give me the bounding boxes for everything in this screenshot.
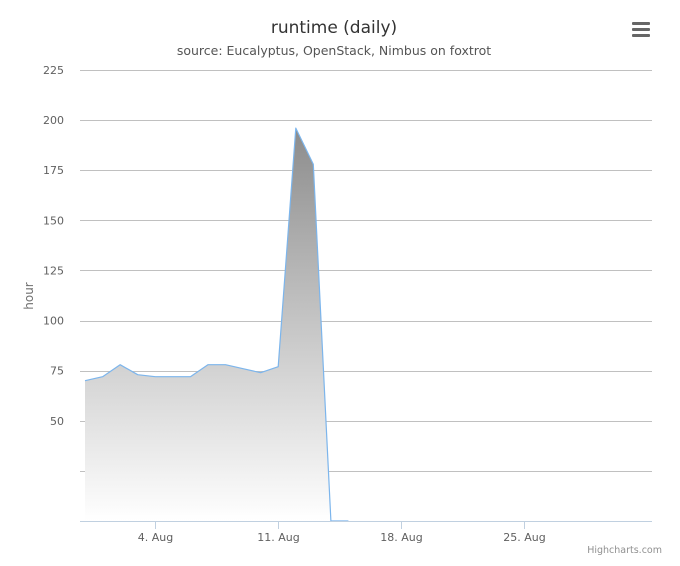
chart-subtitle: source: Eucalyptus, OpenStack, Nimbus on… (177, 43, 491, 58)
area-line-series-0 (84, 127, 349, 522)
y-tick-label: 50 (50, 415, 64, 428)
hamburger-menu-icon[interactable] (626, 14, 656, 42)
data-point[interactable] (81, 377, 89, 385)
area-layer (81, 124, 349, 522)
data-point[interactable] (239, 365, 247, 373)
data-point[interactable] (169, 373, 177, 381)
axis-layer: 50 75 100 125 150 175 200 225 4. Aug 11. Aug 18. A… (43, 64, 652, 544)
y-tick-label: 75 (50, 365, 64, 378)
data-point[interactable] (257, 369, 265, 377)
y-tick-label: 125 (43, 264, 64, 277)
credits-link[interactable]: Highcharts.com (587, 545, 662, 556)
data-point[interactable] (116, 361, 124, 369)
y-tick-label: 225 (43, 64, 64, 77)
y-tick-label: 175 (43, 164, 64, 177)
chart-title: runtime (daily) (271, 18, 397, 38)
data-point[interactable] (186, 373, 194, 381)
x-tick-label: 4. Aug (138, 531, 173, 544)
x-tick-label: 18. Aug (380, 531, 422, 544)
data-point[interactable] (292, 124, 300, 132)
data-point[interactable] (222, 361, 230, 369)
data-point[interactable] (99, 373, 107, 381)
data-point[interactable] (274, 363, 282, 371)
y-axis-title: hour (22, 282, 36, 310)
data-point[interactable] (134, 371, 142, 379)
y-tick-label: 100 (43, 315, 64, 328)
data-point[interactable] (204, 361, 212, 369)
area-fill-series-0 (85, 128, 349, 521)
data-point[interactable] (309, 160, 317, 168)
y-tick-label: 200 (43, 114, 64, 127)
data-point[interactable] (151, 373, 159, 381)
y-tick-label: 150 (43, 214, 64, 227)
x-tick-label: 11. Aug (257, 531, 299, 544)
x-tick-label: 25. Aug (503, 531, 545, 544)
